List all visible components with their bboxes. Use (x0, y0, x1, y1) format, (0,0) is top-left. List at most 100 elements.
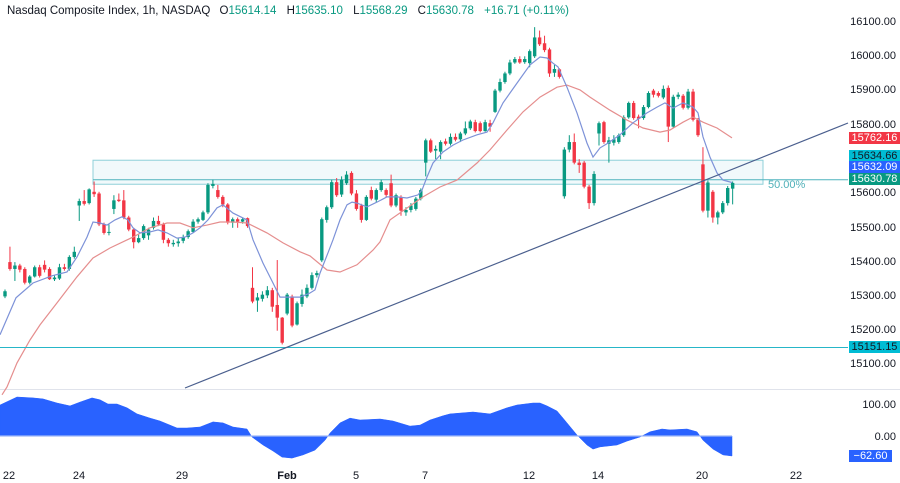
candle-body (13, 265, 17, 269)
candle-body (631, 102, 636, 119)
candle-body (493, 90, 497, 112)
candle-body (532, 37, 537, 57)
candle-body (453, 136, 458, 140)
candle-body (414, 198, 418, 209)
candle (488, 119, 492, 132)
candle (671, 94, 675, 129)
candle-body (711, 191, 715, 218)
low-value: 15568.29 (359, 5, 408, 17)
candle-body (409, 205, 413, 210)
trendline[interactable] (184, 122, 849, 389)
last-price-badge: 15630.78 (849, 173, 900, 185)
candle (463, 121, 468, 136)
open-label: O (219, 5, 229, 17)
candle (646, 91, 651, 109)
candle-body (567, 142, 571, 150)
candle-body (107, 231, 111, 233)
candle (473, 119, 477, 133)
price-tick: 16000.00 (850, 50, 896, 62)
box-rectangle[interactable] (92, 159, 764, 185)
osc-tick: 0.00 (874, 431, 896, 443)
candle (597, 121, 601, 146)
candle (176, 238, 180, 247)
candle (171, 239, 175, 247)
candle-body (18, 265, 22, 270)
candle (359, 203, 364, 223)
candle-body (102, 224, 106, 233)
candle (97, 191, 101, 227)
time-axis[interactable]: 22 24 29 Feb 5 7 12 14 20 22 (0, 465, 848, 483)
candle (132, 227, 136, 249)
candle-body (646, 93, 651, 108)
candle-body (537, 37, 542, 45)
candlestick-series (3, 27, 735, 345)
candle (508, 59, 512, 76)
candle (226, 203, 230, 225)
time-label: 20 (695, 470, 709, 482)
candle-body (82, 201, 86, 204)
candle (483, 119, 487, 132)
candle-body (617, 135, 621, 143)
candle-body (221, 196, 225, 205)
candle-body (483, 122, 487, 132)
candle (300, 289, 304, 307)
candle (696, 118, 700, 137)
candle-body (349, 172, 354, 194)
candle (13, 262, 17, 281)
close-label: C (417, 5, 426, 17)
drawn-lines[interactable] (0, 122, 849, 389)
candle (206, 183, 210, 215)
candle (117, 193, 121, 203)
candle-body (636, 116, 641, 119)
time-label: 22 (2, 470, 16, 482)
candle (290, 294, 294, 328)
rectangle-drawing[interactable] (92, 159, 848, 185)
candle (23, 267, 27, 285)
candle (503, 71, 507, 84)
candle (429, 138, 433, 154)
candle (82, 190, 86, 206)
candle-body (706, 182, 710, 211)
candle (127, 215, 131, 232)
support-price-badge: 15151.15 (849, 341, 900, 353)
candle (265, 286, 270, 299)
candle-body (612, 139, 616, 143)
symbol-title[interactable]: Nasdaq Composite Index, 1h, NASDAQ (7, 5, 211, 17)
candle-body (508, 62, 512, 74)
high-label: H (286, 5, 295, 17)
price-axis[interactable]: 16100.00 16000.00 15900.00 15800.00 1560… (848, 0, 900, 389)
candle (379, 179, 383, 192)
candle-body (166, 239, 171, 244)
candle-body (399, 196, 403, 211)
candle (567, 135, 571, 153)
candle (389, 174, 393, 208)
candle (414, 196, 418, 211)
time-label-month: Feb (277, 470, 297, 482)
candle (72, 246, 76, 259)
fast-ma-price-badge: 15632.09 (849, 161, 900, 173)
candle-body (552, 68, 557, 73)
candle-body (37, 267, 42, 276)
candle (315, 270, 319, 278)
candle-body (92, 191, 96, 195)
candle (201, 210, 205, 221)
time-label: 22 (789, 470, 803, 482)
candle (62, 263, 67, 271)
candle-body (320, 219, 324, 261)
oscillator-axis[interactable]: 100.00 0.00 −62.60 (848, 390, 900, 464)
candle-body (250, 287, 255, 302)
candle-body (627, 102, 631, 118)
osc-tick: 100.00 (862, 399, 896, 411)
candle (295, 301, 299, 326)
candle (537, 30, 542, 47)
candle-body (87, 189, 91, 204)
candle-body (542, 43, 547, 51)
candle-body (671, 96, 675, 127)
candle (275, 260, 279, 331)
candle-body (384, 190, 388, 195)
candle-body (47, 268, 52, 280)
candle (631, 100, 636, 120)
candle-body (270, 290, 274, 307)
candle (562, 147, 567, 199)
oscillator-series (0, 396, 733, 459)
